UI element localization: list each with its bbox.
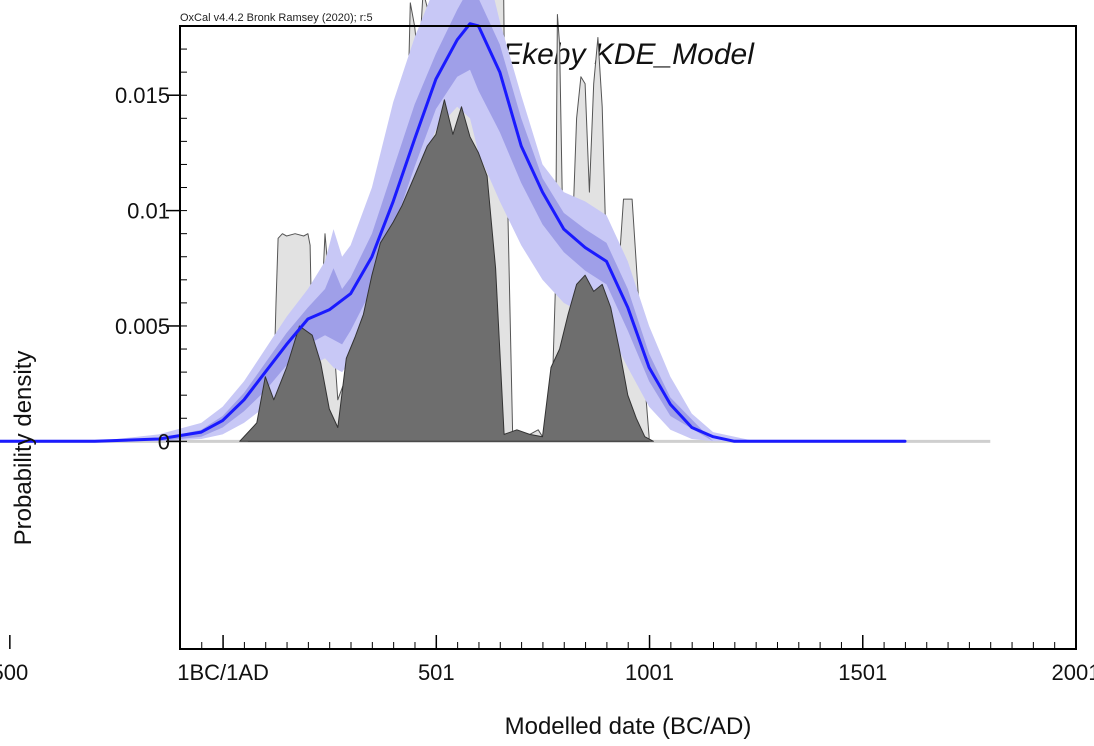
kde-distribution <box>239 99 654 442</box>
y-axis: 0 0.005 0.01 0.015 <box>115 25 187 454</box>
y-axis-label: Probability density <box>10 351 37 546</box>
software-credit: OxCal v4.4.2 Bronk Ramsey (2020); r:5 <box>180 12 373 24</box>
x-tick-label: 1501 <box>838 660 887 685</box>
x-tick-label: 1001 <box>625 660 674 685</box>
x-tick-label: 2001 <box>1052 660 1094 685</box>
y-tick-label: 0.015 <box>115 83 170 108</box>
x-tick-label: 501 <box>418 660 455 685</box>
y-tick-label: 0 <box>158 429 170 454</box>
x-tick-label: 500 <box>0 660 28 685</box>
x-tick-label: 1BC/1AD <box>177 660 269 685</box>
chart-title: Ekeby KDE_Model <box>502 38 755 71</box>
y-tick-label: 0.01 <box>127 199 170 224</box>
y-tick-label: 0.005 <box>115 314 170 339</box>
x-axis-label: Modelled date (BC/AD) <box>505 713 752 740</box>
x-axis: 500 1BC/1AD 501 1001 1501 2001 <box>0 635 1094 685</box>
kde-line <box>0 22 907 443</box>
plot-area <box>0 0 991 443</box>
